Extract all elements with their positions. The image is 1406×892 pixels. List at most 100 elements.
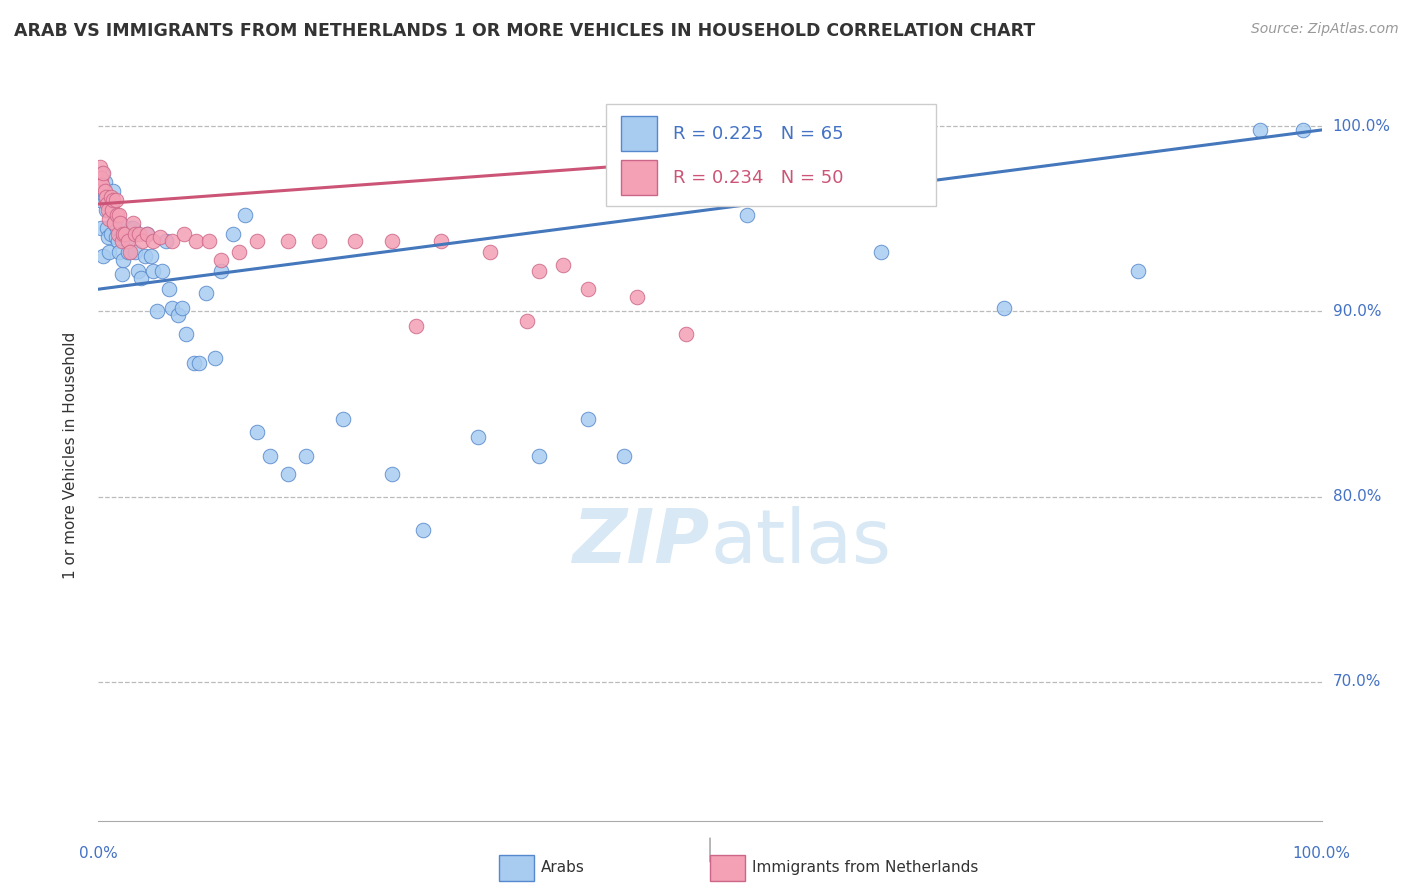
Point: [675, 326, 697, 341]
Point: [246, 425, 269, 439]
Point: [129, 271, 152, 285]
Point: [101, 197, 124, 211]
Point: [111, 227, 134, 241]
Text: Source: ZipAtlas.com: Source: ZipAtlas.com: [1251, 22, 1399, 37]
Point: [139, 249, 162, 263]
Point: [117, 234, 139, 248]
Point: [90, 171, 112, 186]
Text: Arabs: Arabs: [541, 861, 585, 875]
Point: [131, 234, 153, 248]
Point: [97, 202, 120, 217]
Point: [187, 356, 209, 370]
Point: [103, 215, 125, 229]
Point: [222, 227, 245, 241]
Point: [124, 227, 146, 241]
Point: [89, 194, 111, 208]
Text: 80.0%: 80.0%: [1333, 489, 1381, 504]
Point: [553, 258, 575, 272]
Point: [576, 412, 599, 426]
Point: [111, 252, 134, 267]
Point: [98, 245, 121, 260]
Point: [412, 523, 434, 537]
Point: [173, 227, 195, 241]
Point: [120, 245, 142, 260]
Point: [91, 178, 114, 193]
Point: [467, 430, 489, 444]
Text: 70.0%: 70.0%: [1333, 674, 1381, 690]
Point: [127, 263, 149, 277]
Point: [110, 215, 132, 229]
Text: 100.0%: 100.0%: [1333, 119, 1391, 134]
Point: [100, 227, 122, 241]
Point: [101, 194, 124, 208]
Point: [176, 326, 198, 341]
Point: [142, 234, 165, 248]
Point: [121, 215, 143, 229]
Point: [98, 211, 121, 226]
Text: 0.0%: 0.0%: [79, 846, 118, 861]
Point: [101, 202, 124, 217]
Point: [870, 245, 893, 260]
Point: [104, 230, 127, 244]
Point: [381, 234, 404, 248]
Point: [146, 304, 169, 318]
Point: [381, 467, 404, 482]
Point: [94, 189, 117, 203]
Point: [107, 234, 129, 248]
Point: [295, 449, 318, 463]
Point: [576, 282, 599, 296]
Text: ZIP: ZIP: [572, 506, 710, 579]
Point: [515, 313, 537, 327]
Point: [430, 234, 453, 248]
Point: [124, 245, 146, 260]
Point: [111, 268, 134, 282]
Point: [93, 184, 115, 198]
Point: [155, 234, 177, 248]
Point: [527, 449, 550, 463]
Point: [209, 252, 232, 267]
Text: 100.0%: 100.0%: [1292, 846, 1351, 861]
Point: [105, 221, 128, 235]
Point: [735, 208, 758, 222]
Point: [228, 245, 250, 260]
Point: [195, 285, 218, 300]
Point: [136, 227, 159, 241]
Point: [150, 263, 173, 277]
Point: [136, 227, 159, 241]
FancyBboxPatch shape: [606, 103, 936, 206]
Point: [91, 165, 114, 179]
Point: [104, 194, 127, 208]
Point: [149, 230, 172, 244]
Point: [97, 230, 120, 244]
Point: [100, 189, 122, 203]
Point: [96, 221, 118, 235]
Point: [108, 245, 131, 260]
Point: [105, 208, 128, 222]
Point: [183, 356, 205, 370]
Point: [93, 175, 115, 189]
Point: [332, 412, 354, 426]
Text: R = 0.225   N = 65: R = 0.225 N = 65: [673, 125, 844, 143]
Point: [142, 263, 165, 277]
Text: R = 0.234   N = 50: R = 0.234 N = 50: [673, 169, 844, 186]
Point: [167, 308, 190, 322]
Point: [89, 160, 111, 174]
FancyBboxPatch shape: [620, 116, 658, 152]
Point: [118, 230, 141, 244]
Point: [170, 301, 193, 315]
Point: [96, 197, 118, 211]
Point: [128, 227, 150, 241]
Point: [117, 245, 139, 260]
Point: [120, 221, 142, 235]
Point: [1249, 123, 1271, 137]
Point: [160, 234, 183, 248]
Text: atlas: atlas: [710, 506, 891, 579]
Point: [197, 234, 219, 248]
Point: [478, 245, 501, 260]
Point: [186, 234, 208, 248]
Point: [405, 319, 427, 334]
Text: 90.0%: 90.0%: [1333, 304, 1381, 319]
Point: [626, 290, 648, 304]
Point: [246, 234, 269, 248]
Y-axis label: 1 or more Vehicles in Household: 1 or more Vehicles in Household: [63, 331, 77, 579]
